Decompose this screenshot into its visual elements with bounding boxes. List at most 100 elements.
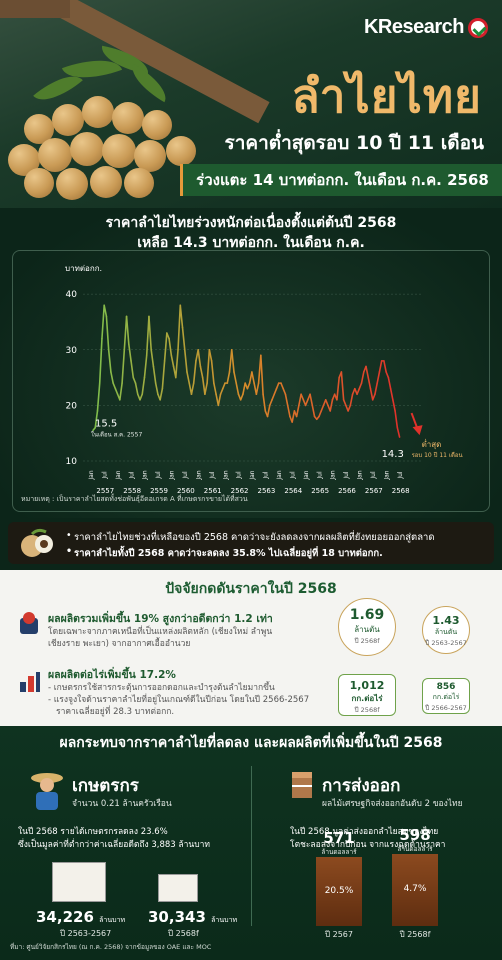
series-line-segment bbox=[273, 387, 278, 396]
series-line-segment bbox=[186, 371, 191, 384]
bullets-section: ราคาลำไยไทยช่วงที่เหลือของปี 2568 คาดว่า… bbox=[0, 518, 502, 570]
series-line-segment bbox=[219, 387, 224, 396]
series-line-segment bbox=[309, 393, 314, 407]
series-line-segment bbox=[112, 382, 117, 390]
money-stack-icon bbox=[158, 874, 198, 902]
series-line-segment bbox=[230, 348, 235, 373]
series-line-segment bbox=[101, 304, 105, 340]
series-line-segment bbox=[233, 371, 238, 384]
series-line-segment bbox=[349, 393, 354, 407]
y-tick-label: 10 bbox=[66, 457, 78, 467]
farmers-year-1: ปี 2563-2567 bbox=[60, 929, 112, 938]
x-tick-label: Jul bbox=[155, 471, 162, 480]
annotation-start-sub: ในเดือน ส.ค. 2557 bbox=[91, 430, 142, 438]
series-line-segment bbox=[291, 410, 296, 423]
series-line-segment bbox=[374, 382, 378, 396]
bullet-1: ราคาลำไยไทยช่วงที่เหลือของปี 2568 คาดว่า… bbox=[66, 530, 435, 545]
series-line-segment bbox=[371, 393, 376, 401]
series-line-segment bbox=[320, 404, 325, 412]
x-year-label: 2568 bbox=[392, 487, 410, 495]
stat-unit: กก.ต่อไร่ bbox=[432, 693, 460, 701]
factor-2-stat-main: 1,012 กก.ต่อไร่ ปี 2568f bbox=[338, 674, 396, 716]
series-line-segment bbox=[282, 387, 287, 396]
factor-2-text-line3: ราคาเฉลี่ยอยู่ที่ 28.3 บาทต่อกก. bbox=[56, 707, 175, 717]
export-value-1: 571 bbox=[323, 829, 355, 848]
series-line-segment bbox=[235, 382, 240, 396]
series-line-segment bbox=[226, 371, 231, 384]
highlight-text: ร่วงแตะ 14 บาทต่อกก. ในเดือน ก.ค. 2568 bbox=[196, 171, 489, 189]
bullet-2: ราคาลำไยทั้งปี 2568 คาดว่าจะลดลง 35.8% ไ… bbox=[66, 546, 383, 561]
series-line-segment bbox=[347, 404, 352, 412]
series-line-segment bbox=[159, 387, 164, 401]
header-banner: KResearch ลำไยไทย ราคาต่ำสุดรอบ 10 ปี 11… bbox=[0, 0, 502, 208]
stat-unit: กก.ต่อไร่ bbox=[351, 694, 383, 703]
x-year-label: 2558 bbox=[123, 487, 141, 495]
series-line-segment bbox=[161, 360, 166, 390]
series-line-segment bbox=[260, 354, 264, 396]
wood-beam bbox=[0, 0, 70, 18]
longan-cluster-image bbox=[4, 44, 214, 204]
series-line-segment bbox=[360, 371, 365, 384]
series-line-segment bbox=[150, 348, 155, 368]
series-line-segment bbox=[134, 382, 139, 396]
series-line-segment bbox=[304, 399, 309, 407]
x-tick-label: Jan bbox=[330, 470, 337, 480]
series-line-segment bbox=[152, 365, 157, 384]
series-line-segment bbox=[143, 354, 148, 379]
series-line-segment bbox=[107, 348, 112, 373]
x-tick-label: Jul bbox=[236, 471, 243, 480]
series-line-segment bbox=[206, 348, 211, 384]
export-unit-1: ล้านดอลลาร์ bbox=[321, 848, 357, 857]
yield-icon bbox=[20, 672, 40, 692]
series-line-segment bbox=[114, 387, 119, 396]
series-line-segment bbox=[183, 348, 188, 373]
export-unit-2: ล้านดอลลาร์ bbox=[397, 845, 433, 853]
series-line-segment bbox=[367, 376, 372, 390]
series-line-segment bbox=[105, 315, 110, 351]
export-value-2: 598 bbox=[399, 826, 431, 844]
series-line-segment bbox=[121, 348, 126, 384]
factor-1-text-line1: โดยเฉพาะจากภาคเหนือที่เป็นแหล่งผลิตหลัก … bbox=[48, 627, 273, 637]
x-tick-label: Jul bbox=[128, 471, 135, 480]
series-line-segment bbox=[342, 399, 347, 407]
x-tick-label: Jul bbox=[289, 471, 296, 480]
series-line-segment bbox=[154, 382, 159, 396]
kbank-logo-icon bbox=[468, 17, 488, 38]
down-arrow-head bbox=[412, 425, 423, 436]
y-tick-label: 30 bbox=[66, 346, 78, 356]
series-line-segment bbox=[376, 371, 381, 384]
stat-year: ปี 2568f bbox=[354, 706, 380, 714]
x-tick-label: Jan bbox=[383, 470, 390, 480]
factor-1-stat-avg: 1.43 ล้านตัน ปี 2563-2567 bbox=[422, 606, 470, 654]
bullets-box: ราคาลำไยไทยช่วงที่เหลือของปี 2568 คาดว่า… bbox=[8, 522, 494, 564]
y-axis-label: บาทต่อกก. bbox=[65, 264, 102, 273]
x-tick-label: Jan bbox=[276, 470, 283, 480]
series-line-segment bbox=[130, 360, 135, 379]
impact-title: ผลกระทบจากราคาลำไยที่ลดลง และผลผลิตที่เพ… bbox=[59, 735, 443, 751]
x-year-label: 2559 bbox=[150, 487, 168, 495]
stat-value: 1.43 bbox=[432, 614, 460, 627]
series-line-segment bbox=[148, 315, 152, 351]
x-year-label: 2563 bbox=[258, 487, 276, 495]
series-line-segment bbox=[128, 343, 132, 362]
series-line-segment bbox=[192, 360, 197, 384]
factor-1-heading: ผลผลิตรวมเพิ่มขึ้น 19% สูงกว่าอดีตกว่า 1… bbox=[48, 613, 273, 625]
series-line-segment bbox=[168, 337, 173, 357]
export-pct-1: 20.5% bbox=[324, 885, 354, 896]
factor-2-text-line2: - แรงจูงใจด้านราคาลำไยที่อยู่ในเกณฑ์ดีใน… bbox=[48, 695, 310, 705]
farmers-value-1: 34,226 ล้านบาท bbox=[36, 908, 126, 926]
series-line-segment bbox=[298, 393, 302, 407]
x-tick-label: Jan bbox=[222, 470, 229, 480]
divider bbox=[251, 766, 252, 926]
x-tick-label: Jan bbox=[88, 470, 95, 480]
export-year-1: ปี 2567 bbox=[325, 930, 353, 939]
series-line-segment bbox=[217, 393, 222, 407]
series-line-segment bbox=[119, 382, 123, 401]
series-line-segment bbox=[201, 376, 206, 396]
series-line-segment bbox=[98, 337, 103, 384]
series-line-segment bbox=[132, 376, 137, 384]
x-tick-label: Jul bbox=[370, 471, 377, 480]
series-line-segment bbox=[177, 304, 182, 351]
x-year-label: 2557 bbox=[96, 487, 114, 495]
series-line-segment bbox=[387, 376, 392, 390]
